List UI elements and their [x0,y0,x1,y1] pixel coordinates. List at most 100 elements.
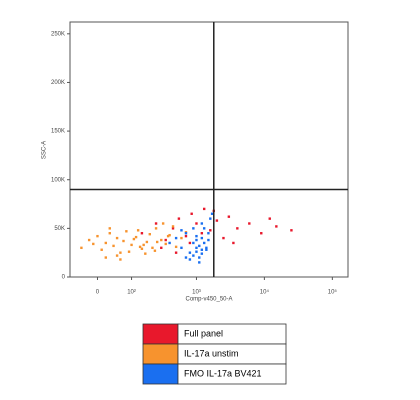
data-point [168,241,171,245]
x-tick-label: 10⁵ [328,289,338,296]
data-point [188,241,192,245]
data-point [202,207,206,211]
y-tick-label: 0 [62,275,66,281]
data-point [160,238,163,242]
data-point [198,261,201,264]
data-point [222,236,225,240]
data-point [140,247,144,250]
data-point [195,238,198,242]
data-point [209,229,212,232]
data-point [115,236,119,240]
data-point [200,232,204,235]
data-point [174,251,178,254]
data-point [144,252,147,255]
data-point [195,234,198,238]
data-point [145,240,149,244]
data-point [166,234,170,238]
data-point [138,245,142,249]
data-point [160,246,163,250]
data-point [200,236,204,240]
data-point [200,222,204,225]
data-point [180,246,183,250]
data-point [164,238,167,242]
data-point [104,256,107,259]
data-point [290,229,293,232]
legend-label: FMO IL-17a BV421 [184,368,262,378]
data-point [195,250,198,253]
data-point [87,238,91,242]
data-point [227,215,231,218]
data-point [171,227,175,230]
data-point [108,227,111,230]
data-point [248,222,251,225]
data-point [171,225,175,228]
data-point [92,242,95,246]
data-point [188,251,192,254]
data-point [142,243,145,247]
data-point [207,238,210,242]
data-point [180,236,183,240]
data-point [155,240,159,244]
data-point [96,234,99,238]
data-point [192,241,195,245]
data-point [122,239,125,243]
data-point [184,234,188,238]
data-point [119,251,122,254]
data-point [192,254,195,257]
data-point [198,244,201,248]
data-point [127,250,131,253]
y-tick-label: 200K [51,80,65,86]
data-point [209,217,212,220]
legend-cell [177,363,287,385]
data-point [195,222,198,225]
data-point [200,248,204,251]
data-point [153,249,157,252]
data-point [130,243,133,247]
data-point [202,241,206,245]
data-point [154,227,158,230]
y-axis-label: SSC-A [42,141,48,159]
x-tick-label: 0 [96,290,100,296]
data-point [207,232,210,235]
x-tick-label: 10³ [192,290,201,296]
plot-frame [69,21,349,278]
data-point [151,246,154,250]
data-point [190,212,193,215]
y-tick-label: 150K [51,129,65,135]
y-tick-label: 50K [54,226,65,232]
data-point [174,236,178,240]
data-point [192,227,195,230]
legend-swatch [142,363,179,385]
legend-swatch [142,343,179,365]
data-point [132,237,136,241]
data-point [268,217,271,220]
data-point [188,258,192,261]
data-point [161,222,165,225]
data-point [115,254,119,257]
data-point [184,256,188,259]
data-point [195,246,198,250]
data-point [80,246,83,250]
y-tick-label: 250K [51,31,65,37]
data-point [100,248,103,251]
data-point [198,256,201,259]
data-point [184,232,188,235]
data-point [168,233,171,237]
legend-label: IL-17a unstim [184,348,239,358]
x-axis-label: Comp-v450_50-A [185,297,232,303]
data-point [205,248,208,251]
data-point [215,219,219,222]
data-point [260,232,263,235]
data-point [125,230,128,233]
data-point [136,229,140,232]
legend-swatch [142,323,179,345]
y-tick-label: 100K [51,177,65,183]
data-point [275,225,278,228]
data-point [177,217,181,220]
data-point [140,232,144,235]
x-tick-label: 10⁴ [260,289,270,296]
data-point [119,258,122,261]
x-tick-label: 10² [127,290,136,296]
